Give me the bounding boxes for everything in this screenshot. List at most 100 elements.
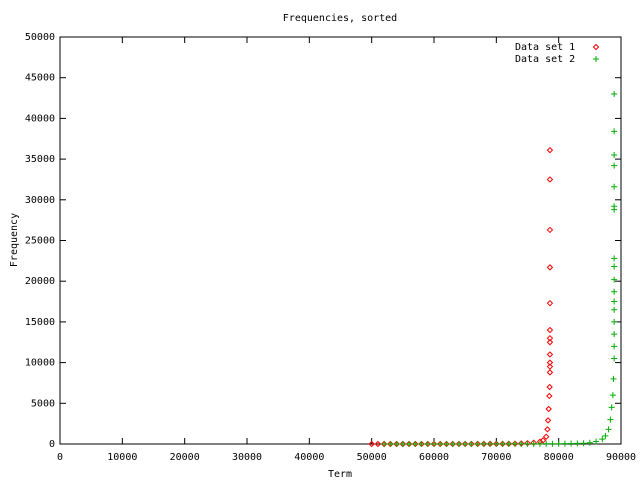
point: [611, 255, 618, 262]
x-tick-label: 70000: [481, 452, 511, 463]
x-tick-label: 80000: [544, 452, 574, 463]
x-tick-label: 50000: [357, 452, 387, 463]
point: [611, 183, 618, 190]
y-tick-label: 50000: [25, 32, 55, 43]
point: [580, 440, 587, 447]
point: [574, 440, 581, 447]
y-tick-label: 25000: [25, 236, 55, 247]
point: [568, 440, 575, 447]
legend-marker: [592, 43, 600, 51]
point: [493, 440, 500, 447]
point: [449, 440, 456, 447]
point: [586, 439, 593, 446]
x-tick-label: 60000: [419, 452, 449, 463]
point: [381, 440, 388, 447]
x-tick-label: 20000: [170, 452, 200, 463]
point: [512, 440, 519, 447]
point: [487, 440, 494, 447]
point: [611, 288, 618, 295]
point: [611, 318, 618, 325]
point: [539, 437, 547, 444]
point: [518, 440, 525, 447]
point: [593, 438, 600, 445]
y-axis-label: Frequency: [9, 213, 20, 267]
point: [424, 440, 431, 447]
point: [431, 440, 437, 447]
x-tick-label: 10000: [107, 452, 137, 463]
point: [468, 440, 475, 447]
point: [611, 298, 618, 305]
x-axis-label: Term: [328, 469, 352, 480]
point: [536, 440, 543, 447]
point: [610, 375, 617, 382]
point: [545, 405, 552, 413]
legend-marker: [593, 56, 599, 62]
point: [611, 90, 618, 97]
point: [611, 355, 618, 362]
point: [546, 369, 554, 376]
point: [387, 440, 394, 447]
point: [546, 339, 554, 346]
point: [412, 440, 419, 447]
x-tick-label: 40000: [294, 452, 324, 463]
y-tick-label: 30000: [25, 195, 55, 206]
y-tick-label: 45000: [25, 73, 55, 84]
point: [611, 306, 618, 313]
point: [393, 440, 400, 447]
point: [546, 334, 554, 342]
point: [368, 440, 375, 448]
point: [399, 440, 406, 447]
point: [443, 440, 450, 447]
point: [480, 440, 487, 447]
y-tick-label: 40000: [25, 113, 55, 124]
point: [561, 440, 568, 447]
point: [544, 417, 552, 424]
point: [505, 440, 512, 447]
point: [546, 392, 553, 400]
point: [462, 440, 469, 447]
x-tick-label: 90000: [606, 452, 636, 463]
point: [611, 152, 618, 159]
point: [474, 440, 481, 447]
point: [549, 440, 556, 447]
point: [546, 176, 554, 183]
point: [546, 363, 554, 370]
y-tick-label: 5000: [31, 398, 55, 409]
point: [544, 426, 551, 433]
point: [611, 331, 618, 338]
point: [611, 162, 618, 169]
point: [499, 440, 506, 447]
y-tick-label: 35000: [25, 154, 55, 165]
point: [418, 440, 425, 447]
point: [524, 440, 531, 447]
point: [611, 343, 618, 350]
point: [555, 440, 562, 447]
point: [437, 440, 444, 447]
point: [611, 276, 618, 283]
point: [611, 128, 618, 135]
legend-label: Data set 1: [515, 42, 575, 53]
x-tick-label: 0: [57, 452, 63, 463]
point: [605, 426, 612, 433]
point: [406, 440, 413, 447]
y-tick-label: 10000: [25, 358, 55, 369]
point: [546, 383, 553, 391]
point: [455, 440, 462, 447]
point: [611, 263, 618, 270]
point: [546, 299, 554, 307]
y-tick-label: 20000: [25, 276, 55, 287]
y-tick-label: 0: [49, 439, 55, 450]
point: [546, 351, 554, 358]
y-tick-label: 15000: [25, 317, 55, 328]
point: [546, 326, 554, 334]
x-tick-label: 30000: [232, 452, 262, 463]
point: [611, 203, 618, 210]
point: [608, 404, 615, 411]
point: [530, 440, 537, 447]
plot-frame: [59, 36, 622, 445]
point: [546, 146, 554, 154]
point: [607, 416, 614, 423]
chart-title: Frequencies, sorted: [283, 13, 397, 24]
point: [599, 436, 606, 443]
